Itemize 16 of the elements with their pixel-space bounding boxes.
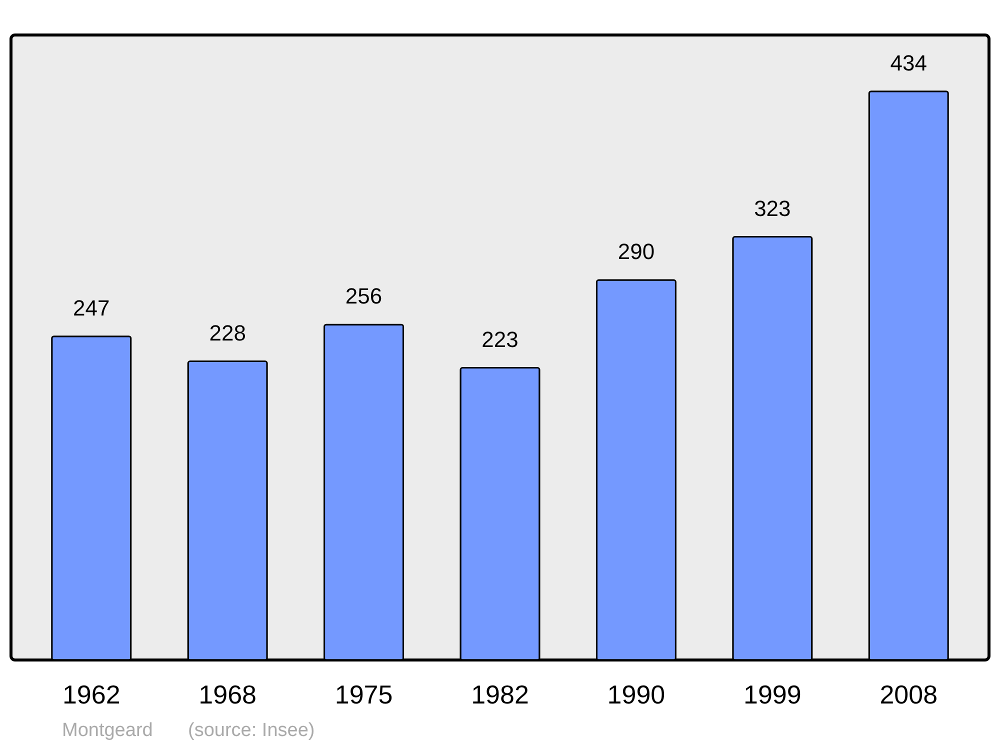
text: (source: Insee) [188,720,315,741]
x-tick-label: 1982 [471,680,529,710]
data-label: 256 [345,284,382,309]
data-label: 434 [890,50,927,76]
x-tick-label: 1990 [607,680,666,710]
data-label: 228 [209,320,246,346]
data-label: 290 [618,239,655,264]
x-tick-label: 1999 [744,680,802,710]
data-label: 223 [482,326,518,352]
x-tick-label: 1962 [62,680,120,710]
text: Montgeard [62,720,153,741]
x-tick-label: 1968 [198,680,256,710]
x-tick-label: 2008 [880,680,938,710]
data-label: 323 [754,196,791,221]
x-tick-label: 1975 [334,680,393,710]
data-label: 247 [73,295,110,320]
